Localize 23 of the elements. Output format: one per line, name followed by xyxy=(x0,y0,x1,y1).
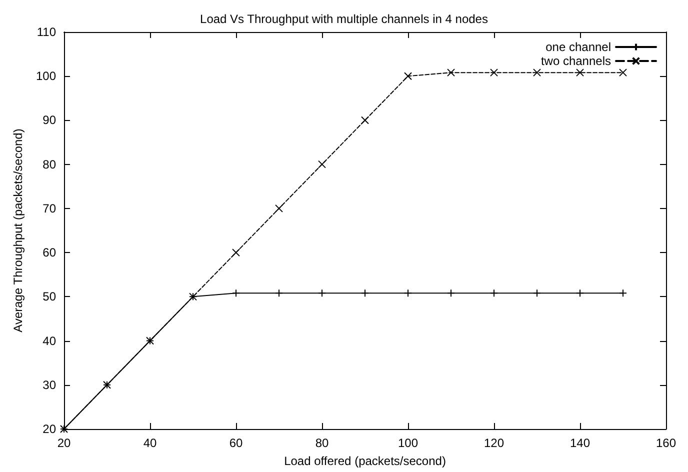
x-tick-label: 20 xyxy=(57,436,71,450)
y-axis-title: Average Throughput (packets/second) xyxy=(11,128,25,332)
x-tick-label: 160 xyxy=(656,436,676,450)
x-tick-label: 140 xyxy=(570,436,590,450)
x-tick-label: 120 xyxy=(484,436,504,450)
x-tick-label: 80 xyxy=(315,436,329,450)
legend-label: two channels xyxy=(540,54,611,68)
y-tick-label: 80 xyxy=(42,157,56,172)
y-tick-label: 50 xyxy=(42,290,56,304)
y-tick-label: 40 xyxy=(42,334,56,348)
y-tick-label: 30 xyxy=(42,378,56,392)
x-tick-label: 40 xyxy=(143,436,157,450)
x-tick-label: 100 xyxy=(398,436,418,450)
y-tick-label: 110 xyxy=(36,25,56,39)
x-tick-label: 60 xyxy=(229,436,243,450)
x-axis-title: Load offered (packets/second) xyxy=(284,454,446,468)
y-tick-label: 70 xyxy=(42,201,56,216)
y-tick-label: 60 xyxy=(42,246,56,260)
chart-title: Load Vs Throughput with multiple channels in 4 nodes xyxy=(200,12,488,26)
y-tick-label: 90 xyxy=(42,113,56,128)
legend-label: one channel xyxy=(546,40,611,54)
y-tick-label: 100 xyxy=(36,69,56,84)
y-tick-label: 20 xyxy=(42,422,56,436)
